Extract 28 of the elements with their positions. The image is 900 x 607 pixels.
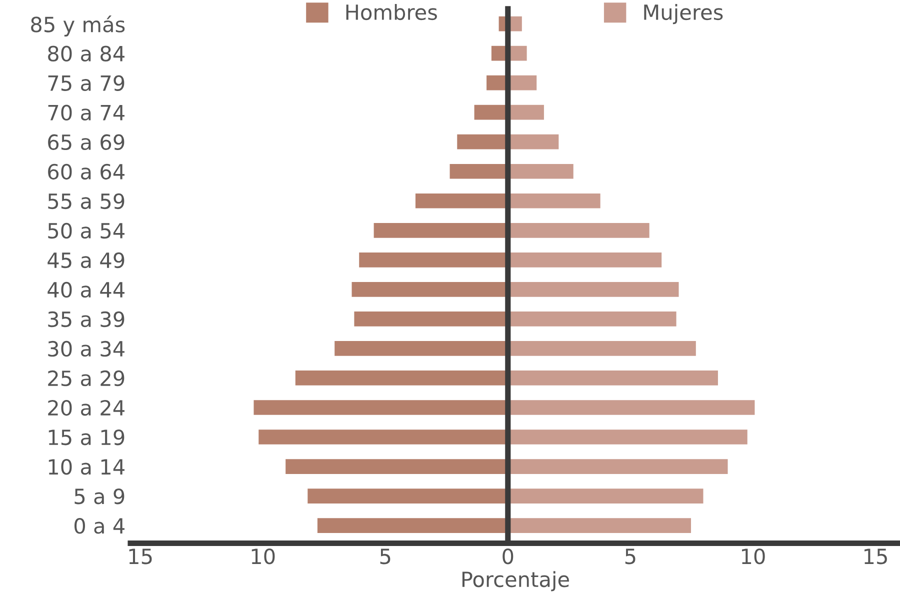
y-tick-label: 50 a 54: [48, 222, 124, 239]
y-tick-label: 45 a 49: [48, 252, 124, 268]
x-tick-label: 5: [380, 548, 390, 564]
y-tick-label: 5 a 9: [74, 488, 124, 504]
y-tick-label: 25 a 29: [48, 370, 124, 386]
y-tick-label: 30 a 34: [48, 340, 124, 357]
y-tick-label: 0 a 4: [74, 518, 124, 534]
legend-label: Mujeres: [644, 4, 723, 24]
y-tick-label: 70 a 74: [48, 104, 124, 121]
x-tick-label: 10: [252, 548, 275, 564]
x-tick-label: 15: [129, 548, 152, 564]
y-tick-label: 35 a 39: [48, 311, 124, 328]
y-tick-label: 60 a 64: [48, 164, 124, 180]
y-tick-label: 80 a 84: [48, 46, 124, 62]
x-tick-label: 15: [864, 548, 887, 564]
y-tick-label: 75 a 79: [48, 75, 124, 92]
y-tick-label: 10 a 14: [48, 458, 124, 475]
y-tick-label: 55 a 59: [48, 193, 124, 210]
x-axis-title: Porcentaje: [462, 571, 569, 592]
x-tick-label: 5: [625, 548, 636, 564]
y-tick-label: 65 a 69: [48, 134, 124, 150]
legend-label: Hombres: [346, 4, 437, 20]
y-tick-label: 20 a 24: [48, 400, 124, 416]
y-tick-label: 40 a 44: [48, 282, 124, 298]
y-tick-label: 85 y más: [31, 15, 125, 36]
x-tick-label: 0: [502, 548, 514, 564]
y-tick-label: 15 a 19: [48, 429, 124, 446]
x-tick-label: 10: [742, 548, 765, 564]
